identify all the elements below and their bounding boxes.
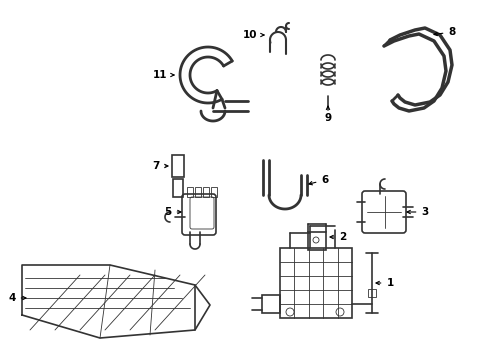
Text: 4: 4 — [8, 293, 26, 303]
Text: 10: 10 — [243, 30, 264, 40]
Text: 7: 7 — [152, 161, 168, 171]
Bar — [211, 187, 217, 197]
Bar — [187, 187, 193, 197]
Bar — [280, 248, 352, 318]
Text: 3: 3 — [407, 207, 429, 217]
Text: 5: 5 — [164, 207, 181, 217]
Text: 6: 6 — [309, 175, 329, 185]
Bar — [308, 232, 326, 250]
Bar — [173, 179, 183, 197]
Text: 11: 11 — [153, 70, 174, 80]
Bar — [172, 155, 184, 177]
Text: 9: 9 — [324, 106, 332, 123]
Text: 2: 2 — [330, 232, 346, 242]
Bar — [368, 289, 376, 297]
Bar — [195, 187, 201, 197]
Bar — [262, 295, 280, 313]
Text: 8: 8 — [434, 27, 456, 37]
Text: 1: 1 — [376, 278, 393, 288]
Bar — [203, 187, 209, 197]
